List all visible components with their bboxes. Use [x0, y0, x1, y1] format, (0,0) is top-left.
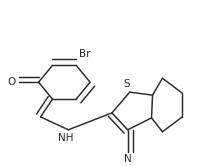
Text: Br: Br: [79, 49, 90, 59]
Text: N: N: [123, 154, 131, 164]
Text: NH: NH: [57, 133, 73, 143]
Text: O: O: [8, 77, 16, 87]
Text: S: S: [123, 79, 130, 89]
